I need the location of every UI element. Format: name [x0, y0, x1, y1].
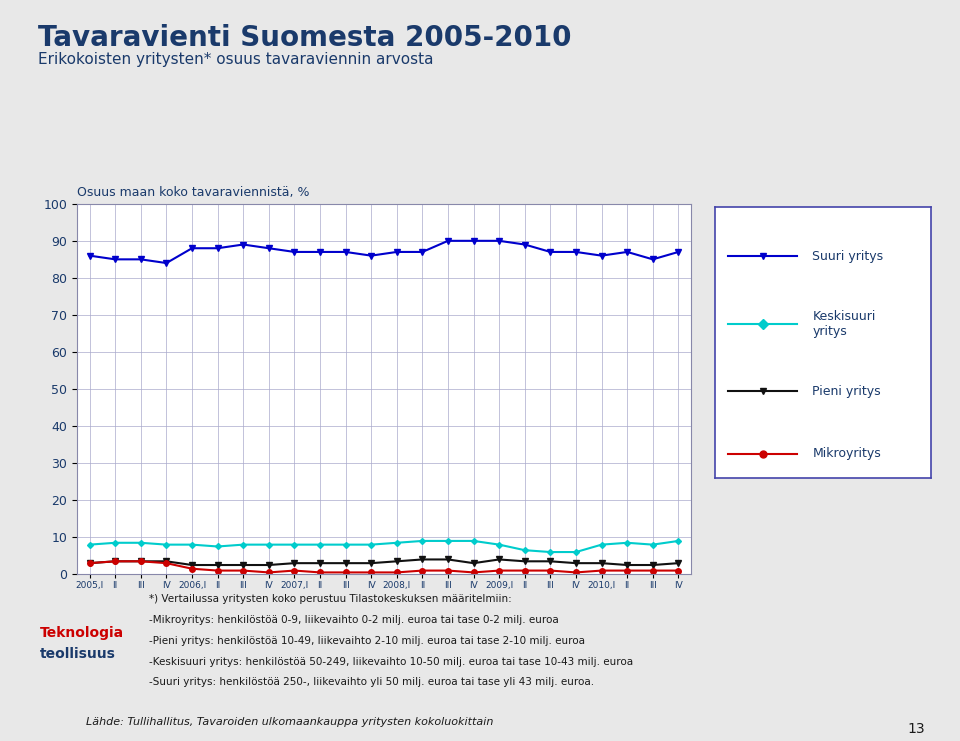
Text: -Suuri yritys: henkilöstöä 250-, liikevaihto yli 50 milj. euroa tai tase yli 43 : -Suuri yritys: henkilöstöä 250-, liikeva… — [149, 677, 594, 687]
Text: teollisuus: teollisuus — [40, 647, 116, 661]
Text: 13: 13 — [907, 722, 924, 737]
Text: *) Vertailussa yritysten koko perustuu Tilastokeskuksen määritelmiin:: *) Vertailussa yritysten koko perustuu T… — [149, 594, 512, 604]
Text: Osuus maan koko tavaraviennistä, %: Osuus maan koko tavaraviennistä, % — [77, 187, 309, 199]
Text: Pieni yritys: Pieni yritys — [812, 385, 881, 398]
Text: Erikokoisten yritysten* osuus tavaraviennin arvosta: Erikokoisten yritysten* osuus tavaravien… — [38, 52, 434, 67]
Text: Lähde: Tullihallitus, Tavaroiden ulkomaankauppa yritysten kokoluokittain: Lähde: Tullihallitus, Tavaroiden ulkomaa… — [86, 717, 493, 727]
Text: Suuri yritys: Suuri yritys — [812, 250, 883, 262]
Text: Tavaravienti Suomesta 2005-2010: Tavaravienti Suomesta 2005-2010 — [38, 24, 572, 52]
Text: -Pieni yritys: henkilöstöä 10-49, liikevaihto 2-10 milj. euroa tai tase 2-10 mil: -Pieni yritys: henkilöstöä 10-49, liikev… — [149, 636, 585, 645]
Text: Keskisuuri
yritys: Keskisuuri yritys — [812, 310, 876, 338]
Text: Mikroyritys: Mikroyritys — [812, 447, 881, 460]
Text: -Mikroyritys: henkilöstöä 0-9, liikevaihto 0-2 milj. euroa tai tase 0-2 milj. eu: -Mikroyritys: henkilöstöä 0-9, liikevaih… — [149, 615, 559, 625]
Text: -Keskisuuri yritys: henkilöstöä 50-249, liikevaihto 10-50 milj. euroa tai tase 1: -Keskisuuri yritys: henkilöstöä 50-249, … — [149, 657, 633, 666]
Text: Teknologia: Teknologia — [40, 626, 125, 640]
